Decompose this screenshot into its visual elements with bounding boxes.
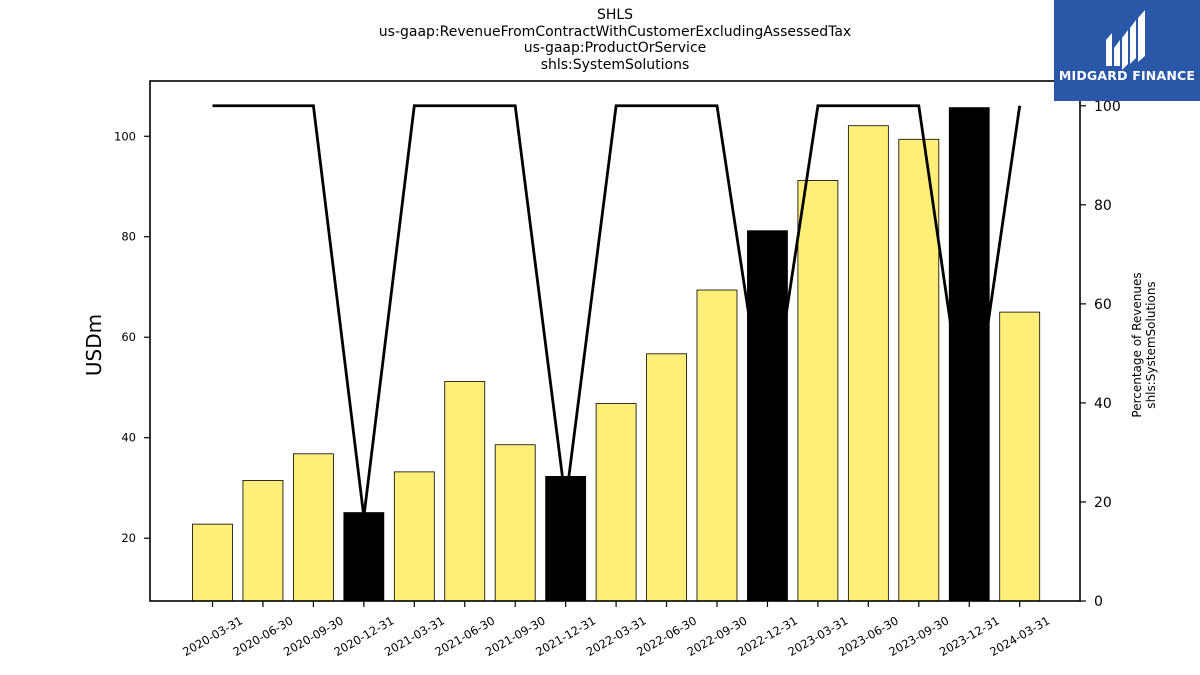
bar	[393, 471, 435, 602]
y2-tick-label: 20	[1094, 495, 1112, 511]
title-line-3: us-gaap:ProductOrService	[523, 40, 707, 56]
logo-icon	[1106, 10, 1145, 70]
bar	[646, 353, 687, 602]
y-tick-label: 80	[121, 230, 136, 244]
percentage-line	[212, 104, 1022, 517]
bar	[343, 512, 385, 602]
y-axis-label: USDm	[82, 314, 106, 376]
bar	[444, 381, 486, 602]
title-line-1: SHLS	[596, 7, 634, 23]
y2-axis-label: shls:SystemSolutions	[1144, 281, 1158, 408]
y2-tick-label: 60	[1094, 297, 1112, 313]
bar	[192, 523, 233, 602]
plot-frame	[149, 80, 1081, 602]
bar	[242, 480, 284, 602]
bar	[747, 230, 788, 602]
bar	[847, 125, 889, 602]
y2-axis-label: Percentage of Revenues	[1130, 272, 1144, 417]
bar	[999, 311, 1041, 602]
y-tick-label: 40	[121, 431, 136, 445]
bar	[292, 453, 334, 602]
title-line-2: us-gaap:RevenueFromContractWithCustomerE…	[378, 24, 852, 40]
bar	[696, 289, 738, 602]
midgard-finance-logo: MIDGARD FINANCE	[1054, 0, 1200, 101]
y2-tick-label: 40	[1094, 396, 1112, 412]
bar	[898, 138, 940, 602]
y2-tick-label: 100	[1094, 99, 1121, 115]
bar	[494, 444, 536, 602]
y-tick-label: 20	[121, 531, 136, 545]
title-line-4: shls:SystemSolutions	[540, 57, 690, 73]
y-tick-label: 60	[121, 330, 136, 344]
bar	[595, 403, 637, 602]
y2-tick-label: 0	[1094, 594, 1103, 610]
bar	[797, 180, 839, 602]
y2-tick-label: 80	[1094, 198, 1112, 214]
logo-text: MIDGARD FINANCE	[1058, 68, 1196, 83]
y-tick-label: 100	[114, 129, 136, 143]
